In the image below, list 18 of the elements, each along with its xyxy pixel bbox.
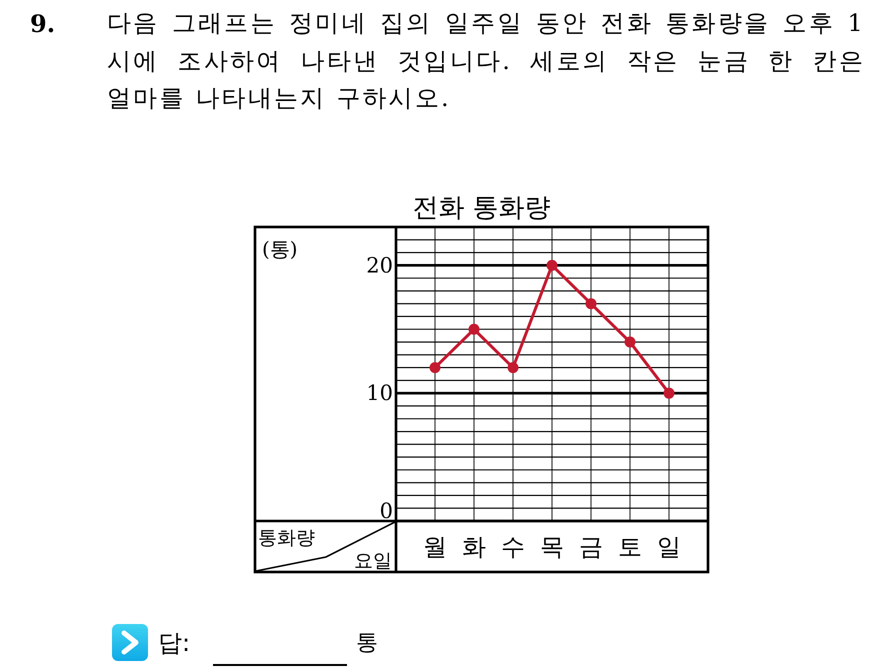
text: 통 xyxy=(356,630,378,656)
y-tick-label: 20 xyxy=(366,253,393,278)
x-tick-label: 일 xyxy=(657,533,681,561)
x-tick-label: 수 xyxy=(501,533,525,561)
x-tick-label: 월 xyxy=(423,533,447,561)
chart-title: 전화 통화량 xyxy=(412,193,551,223)
x-tick-label: 화 xyxy=(462,533,486,561)
y-tick-label: 10 xyxy=(366,381,393,406)
x-tick-label: 금 xyxy=(579,533,603,561)
y-tick-label: 0 xyxy=(380,499,393,523)
x-tick-label: 토 xyxy=(618,533,642,561)
text: 답: xyxy=(158,629,190,657)
x-tick-label: 목 xyxy=(540,533,564,561)
text: 다음 그래프는 정미네 집의 일주일 동안 전화 통화량을 오후 1 시에 조사하여 나타낸 것입니다. 세로의 작은 눈금 한 칸은 얼마를 나타내는지 구하시오. xyxy=(107,8,865,114)
x-axis-title: 요일 xyxy=(354,550,392,572)
text: 9. xyxy=(30,8,56,40)
y-axis-title: (통) xyxy=(262,237,298,261)
text: 통화량 xyxy=(258,527,315,549)
